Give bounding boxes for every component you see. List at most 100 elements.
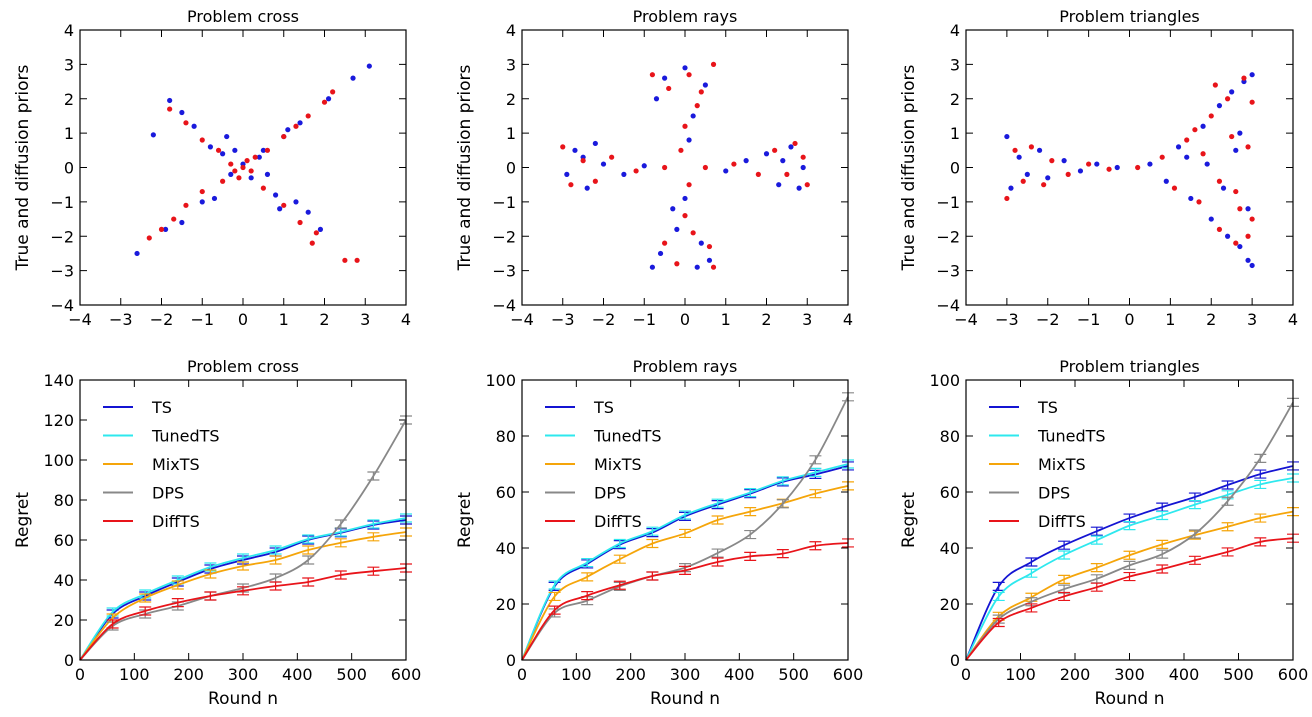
error-bar-mixts xyxy=(1221,522,1234,532)
true-prior-point xyxy=(1045,175,1051,181)
error-bar-diffts xyxy=(302,577,315,587)
y-tick-label: 3 xyxy=(950,55,960,74)
error-bar-dps xyxy=(1254,453,1267,463)
diffusion-prior-point xyxy=(1245,144,1251,150)
legend-item-diffts: DiffTS xyxy=(989,512,1086,531)
x-tick-label: −2 xyxy=(592,310,616,329)
error-bar-tunedts xyxy=(809,467,822,477)
diffusion-prior-point xyxy=(1159,154,1165,160)
error-bar-mixts xyxy=(302,545,315,555)
error-bar-ts xyxy=(1123,513,1136,523)
error-bar-mixts xyxy=(1058,574,1071,584)
error-bar-mixts xyxy=(269,555,282,565)
legend-label: TS xyxy=(593,398,614,417)
x-tick-label: 2 xyxy=(319,310,329,329)
error-bar-diffts xyxy=(1188,555,1201,565)
error-bar-dps xyxy=(711,548,724,558)
y-tick-label: 100 xyxy=(929,371,960,390)
legend-item-diffts: DiffTS xyxy=(545,512,642,531)
y-axis-label: True and diffusion priors xyxy=(13,64,33,271)
true-prior-point xyxy=(682,65,688,71)
diffusion-prior-point xyxy=(199,188,205,195)
error-bar-mixts xyxy=(334,538,347,548)
diffusion-prior-point xyxy=(792,140,798,147)
plot-area xyxy=(79,415,412,661)
true-prior-point xyxy=(653,96,660,102)
true-prior-point xyxy=(592,140,598,147)
error-bar-ts xyxy=(1058,540,1071,550)
true-prior-point xyxy=(1016,154,1022,160)
diffusion-prior-point xyxy=(686,72,692,78)
true-prior-point xyxy=(584,185,590,191)
diffusion-prior-point xyxy=(682,213,688,219)
x-tick-label: 0 xyxy=(1124,310,1134,329)
error-bar-dps xyxy=(334,519,347,529)
y-tick-label: 1 xyxy=(950,124,960,143)
true-prior-point xyxy=(317,226,324,232)
x-tick-label: 200 xyxy=(1060,665,1091,684)
y-tick-label: −2 xyxy=(936,227,960,246)
true-prior-point xyxy=(199,199,205,205)
x-tick-label: 3 xyxy=(1247,310,1257,329)
error-bar-mixts xyxy=(809,489,822,499)
y-tick-label: 20 xyxy=(496,595,516,614)
y-tick-label: 1 xyxy=(64,124,74,143)
x-tick-label: 200 xyxy=(173,665,204,684)
error-bar-dps xyxy=(744,529,757,540)
true-prior-point xyxy=(674,226,680,232)
y-tick-label: 40 xyxy=(54,571,74,590)
true-prior-point xyxy=(232,147,238,153)
x-tick-label: −2 xyxy=(1036,310,1060,329)
error-bar-tunedts xyxy=(646,526,659,536)
true-prior-point xyxy=(293,199,299,205)
y-tick-label: 0 xyxy=(506,159,516,178)
error-bar-diffts xyxy=(679,565,691,575)
true-prior-point xyxy=(207,144,213,150)
y-tick-label: 40 xyxy=(496,539,516,558)
diffusion-prior-point xyxy=(305,113,311,119)
diffusion-prior-point xyxy=(1249,216,1255,222)
x-tick-label: −4 xyxy=(510,310,534,329)
x-tick-label: −4 xyxy=(954,310,978,329)
diffusion-prior-point xyxy=(698,89,704,95)
plot-area xyxy=(521,392,854,661)
x-tick-label: 0 xyxy=(680,310,690,329)
x-tick-label: −1 xyxy=(190,310,214,329)
error-bar-diffts xyxy=(367,566,380,576)
true-prior-point xyxy=(150,132,156,138)
legend-label: DPS xyxy=(152,484,184,503)
plot-area xyxy=(1004,72,1255,269)
plot-area xyxy=(560,61,810,270)
true-prior-point xyxy=(325,96,332,102)
true-prior-point xyxy=(191,123,197,129)
prior-scatter-triangles: Problem triangles True and diffusion prio… xyxy=(899,7,1298,329)
diffusion-prior-point xyxy=(281,202,287,208)
x-tick-label: 0 xyxy=(75,665,85,684)
y-tick-label: −2 xyxy=(50,227,74,246)
error-bar-mixts xyxy=(1123,550,1136,560)
legend-item-dps: DPS xyxy=(989,484,1070,503)
legend-item-tunedts: TunedTS xyxy=(989,427,1106,446)
error-bar-diffts xyxy=(171,598,184,608)
error-bar-ts xyxy=(1025,557,1038,567)
axes-frame xyxy=(521,379,849,661)
plot-title: Problem triangles xyxy=(1059,357,1200,376)
true-prior-point xyxy=(1061,158,1067,164)
diffusion-prior-point xyxy=(1020,178,1026,184)
diffusion-prior-point xyxy=(662,164,668,171)
error-bar-diffts xyxy=(776,549,789,559)
true-prior-point xyxy=(1008,185,1014,191)
legend-label: TunedTS xyxy=(1037,427,1106,446)
true-prior-point xyxy=(1237,243,1243,250)
legend-label: TS xyxy=(1037,398,1058,417)
x-tick-label: 500 xyxy=(1223,665,1254,684)
diffusion-prior-point xyxy=(240,164,246,171)
y-tick-label: −4 xyxy=(936,296,960,315)
true-prior-point xyxy=(723,168,729,174)
x-axis-label: Round n xyxy=(208,689,278,709)
true-prior-point xyxy=(248,175,254,181)
y-tick-label: −3 xyxy=(492,262,516,281)
y-tick-label: 4 xyxy=(950,21,960,40)
error-bar-tunedts xyxy=(1188,500,1201,510)
